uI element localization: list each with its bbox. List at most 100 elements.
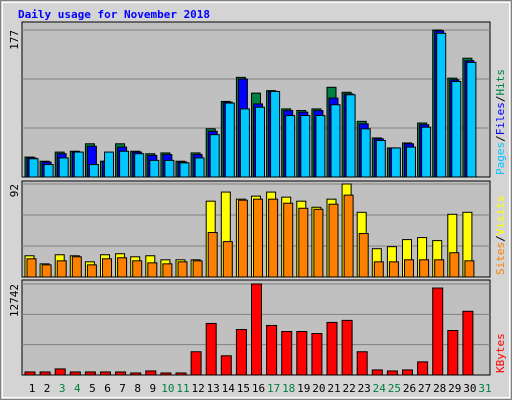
legend: Pages/Files/Hits (494, 69, 507, 175)
bar (132, 260, 143, 278)
bar (371, 369, 383, 376)
bar (192, 260, 203, 278)
bar (69, 371, 81, 376)
x-tick-label: 22 (342, 382, 355, 395)
legend-separator: / (494, 235, 507, 242)
bar (298, 207, 309, 278)
bar (360, 128, 371, 178)
y-tick-label: 92 (8, 184, 21, 197)
bar (404, 259, 414, 278)
x-tick-label: 7 (119, 382, 126, 395)
bar (194, 157, 205, 178)
x-tick-label: 4 (74, 382, 81, 395)
legend-entry: Files (494, 102, 507, 135)
bar (130, 372, 142, 376)
bar (119, 150, 130, 178)
legend-entry: Pages (494, 142, 507, 175)
legend-entry: KBytes (494, 333, 507, 373)
bar (358, 233, 369, 278)
x-tick-label: 2 (44, 382, 51, 395)
y-tick-label: 177 (8, 30, 21, 50)
bar (179, 162, 190, 178)
x-tick-label: 30 (463, 382, 476, 395)
bar (177, 261, 188, 278)
x-tick-label: 17 (267, 382, 280, 395)
bar (326, 321, 338, 376)
bar (149, 159, 160, 178)
bar (330, 104, 341, 178)
bar (71, 256, 82, 278)
bar (84, 371, 96, 376)
bar (285, 115, 296, 178)
x-tick-label: 25 (388, 382, 401, 395)
x-tick-label: 9 (149, 382, 156, 395)
y-tick-label: 12742 (8, 284, 21, 317)
x-tick-label: 28 (433, 382, 446, 395)
bar (390, 147, 401, 178)
bar (341, 319, 353, 376)
bar (160, 372, 172, 376)
bar (434, 259, 445, 278)
bar (464, 260, 475, 278)
bar (24, 371, 36, 376)
bar (251, 283, 262, 376)
x-tick-label: 14 (222, 382, 236, 395)
bar (419, 259, 430, 278)
bar (224, 102, 235, 178)
x-tick-label: 1 (29, 382, 36, 395)
bar (115, 371, 127, 376)
bar (466, 61, 477, 178)
legend-entry: Sites (494, 242, 507, 275)
bar (117, 257, 128, 278)
bar (447, 330, 459, 376)
bar (296, 331, 308, 376)
bar (432, 287, 444, 376)
x-tick-label: 3 (59, 382, 66, 395)
bar (145, 370, 157, 376)
bar (300, 115, 311, 178)
bar (147, 262, 158, 278)
bar (102, 258, 112, 278)
bar (449, 252, 460, 278)
x-tick-label: 21 (327, 382, 340, 395)
legend: Sites/Visits (494, 196, 507, 276)
bar (266, 324, 278, 376)
x-tick-label: 23 (358, 382, 371, 395)
bar (462, 310, 474, 376)
bar (205, 322, 217, 376)
bar (313, 208, 324, 278)
legend-entry: Hits (494, 69, 507, 96)
x-tick-label: 29 (448, 382, 461, 395)
bar (162, 263, 173, 278)
bar (41, 264, 52, 278)
bar (451, 80, 462, 178)
bar (386, 370, 398, 376)
bar (175, 372, 187, 376)
bar (270, 90, 281, 178)
bar (373, 261, 384, 278)
bar (73, 151, 84, 178)
bar (86, 264, 97, 278)
bar (207, 232, 218, 278)
bar (209, 134, 220, 178)
bar (417, 361, 429, 376)
bar (388, 261, 399, 278)
bar (58, 157, 69, 178)
bar (100, 371, 111, 376)
legend-separator: / (494, 135, 507, 142)
bar (436, 32, 447, 178)
bar (190, 351, 202, 376)
bar (315, 115, 326, 178)
x-tick-label: 26 (403, 382, 416, 395)
x-tick-label: 31 (478, 382, 491, 395)
bar (328, 203, 339, 278)
bar (253, 198, 263, 278)
bar (356, 351, 368, 376)
x-tick-label: 13 (207, 382, 220, 395)
bar (343, 194, 354, 278)
bar (345, 94, 356, 178)
bar (164, 159, 175, 178)
bar (134, 153, 145, 178)
x-tick-label: 20 (312, 382, 325, 395)
